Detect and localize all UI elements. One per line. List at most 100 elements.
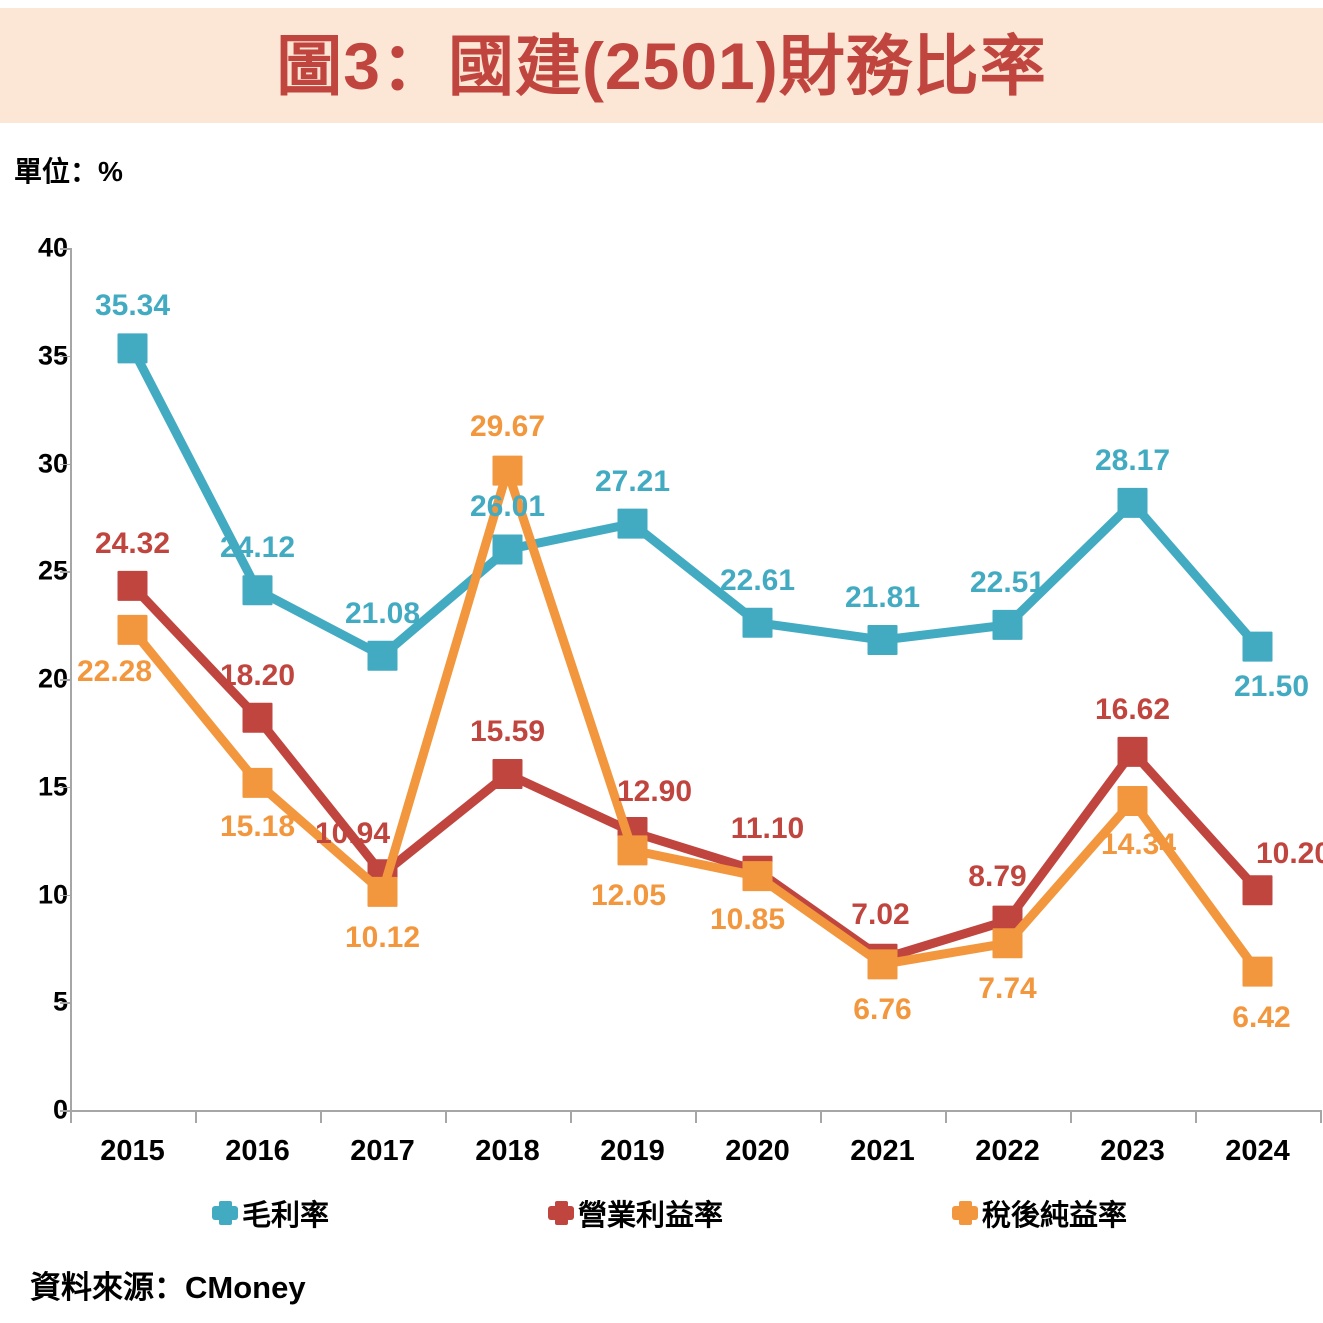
page-title: 圖3：國建(2501)財務比率 <box>276 28 1047 103</box>
y-tick-label: 30 <box>37 448 68 478</box>
y-tick-label: 20 <box>37 663 68 694</box>
data-point-label: 12.90 <box>616 775 693 808</box>
data-point-label: 6.42 <box>1232 1000 1291 1034</box>
data-point-label: 6.76 <box>853 993 912 1027</box>
data-point-marker[interactable] <box>617 508 648 539</box>
y-tick-mark <box>60 786 70 789</box>
data-point-label: 12.05 <box>590 879 667 913</box>
title-banner: 圖3：國建(2501)財務比率 <box>0 8 1323 123</box>
y-tick-mark <box>60 571 70 573</box>
y-tick-mark <box>60 463 70 465</box>
y-tick-mark <box>60 248 70 250</box>
data-point-label: 24.12 <box>219 531 296 565</box>
legend-item-1[interactable]: 毛利率 <box>212 1192 329 1234</box>
x-axis-tick-label: 2021 <box>850 1135 915 1167</box>
x-tick-mark <box>695 1110 697 1123</box>
legend-label: 稅後純益率 <box>982 1200 1128 1232</box>
data-point-marker[interactable] <box>242 575 273 606</box>
legend-marker-icon <box>548 1201 574 1225</box>
data-point-marker[interactable] <box>617 835 648 866</box>
y-tick-mark <box>60 894 70 896</box>
x-tick-mark <box>445 1110 447 1123</box>
data-point-label: 10.94 <box>314 817 391 851</box>
data-point-marker[interactable] <box>742 607 773 638</box>
data-point-marker[interactable] <box>492 534 523 565</box>
data-point-marker[interactable] <box>742 861 773 892</box>
data-point-marker[interactable] <box>1117 487 1148 518</box>
data-point-marker[interactable] <box>992 928 1023 959</box>
data-point-marker[interactable] <box>492 759 523 790</box>
data-point-marker[interactable] <box>367 876 398 907</box>
legend-label: 毛利率 <box>242 1200 330 1232</box>
y-tick-label: 0 <box>8 1095 68 1126</box>
legend-item-2[interactable]: 營業利益率 <box>548 1192 723 1234</box>
legend-marker-icon <box>952 1201 978 1225</box>
data-point-label: 11.10 <box>730 811 805 845</box>
y-tick-mark <box>60 355 70 358</box>
data-point-marker[interactable] <box>1242 875 1273 906</box>
x-axis-tick-label: 2017 <box>350 1135 415 1167</box>
series-line <box>128 581 1262 964</box>
data-point-label: 35.34 <box>94 289 171 323</box>
x-axis-tick-label: 2024 <box>1225 1135 1290 1167</box>
data-point-marker[interactable] <box>1117 785 1148 816</box>
x-tick-mark <box>1195 1110 1197 1123</box>
y-tick-label: 5 <box>8 987 68 1018</box>
y-tick-label: 15 <box>37 771 68 802</box>
data-point-label: 28.17 <box>1094 443 1171 477</box>
series-2 <box>117 570 1273 974</box>
x-axis-tick-label: 2018 <box>475 1135 540 1167</box>
data-point-marker[interactable] <box>1117 736 1148 767</box>
x-axis-tick-label: 2020 <box>725 1135 790 1167</box>
series-3 <box>117 455 1273 987</box>
data-point-marker[interactable] <box>117 333 148 364</box>
x-axis-tick-label: 2015 <box>100 1135 165 1167</box>
data-point-label: 22.28 <box>76 654 153 688</box>
y-tick-label: 10 <box>37 879 68 909</box>
data-point-label: 15.18 <box>219 809 296 843</box>
data-point-label: 21.08 <box>344 596 421 630</box>
data-point-label: 10.12 <box>344 920 421 954</box>
data-point-label: 8.79 <box>968 859 1027 893</box>
data-point-marker[interactable] <box>867 949 898 980</box>
data-point-label: 22.61 <box>719 563 796 597</box>
series-layer <box>117 333 1273 987</box>
x-tick-mark <box>70 1110 72 1123</box>
x-axis-tick-label: 2022 <box>975 1135 1040 1167</box>
data-point-label: 27.21 <box>594 464 671 498</box>
plot-area: 40 35 30 25 20 15 10 5 0 35.34 24.12 21.08 26.01 27.… <box>0 230 1323 1130</box>
data-point-label: 22.51 <box>969 565 1046 599</box>
data-point-marker[interactable] <box>242 767 273 798</box>
data-point-label: 29.67 <box>469 409 546 443</box>
data-point-marker[interactable] <box>242 702 273 733</box>
legend-item-3[interactable]: 稅後純益率 <box>952 1192 1127 1234</box>
data-point-label: 10.85 <box>709 903 786 937</box>
series-1 <box>117 333 1273 671</box>
data-point-marker[interactable] <box>992 609 1023 640</box>
x-axis-tick-label: 2019 <box>600 1135 665 1167</box>
data-point-marker[interactable] <box>367 640 398 671</box>
y-tick-label: 40 <box>37 232 68 263</box>
data-point-marker[interactable] <box>492 455 523 486</box>
data-point-label: 10.20 <box>1255 837 1323 871</box>
x-tick-mark <box>1320 1110 1322 1123</box>
data-point-label: 14.34 <box>1100 827 1177 861</box>
y-tick-mark <box>60 1110 70 1112</box>
data-point-label: 16.62 <box>1094 692 1171 726</box>
data-point-marker[interactable] <box>1242 956 1273 987</box>
series-line <box>128 466 1262 977</box>
data-point-label: 15.59 <box>469 715 546 749</box>
legend-label: 營業利益率 <box>578 1200 724 1232</box>
unit-label: 單位：% <box>14 156 123 187</box>
source-note: 資料來源：CMoney <box>30 1270 306 1305</box>
legend-marker-icon <box>212 1201 238 1225</box>
data-point-marker[interactable] <box>117 614 148 645</box>
data-point-marker[interactable] <box>1242 631 1273 662</box>
series-line <box>128 343 1262 661</box>
data-point-label: 26.01 <box>469 490 546 524</box>
y-tick-mark <box>60 679 70 681</box>
data-point-marker[interactable] <box>117 570 148 601</box>
data-point-marker[interactable] <box>867 624 898 655</box>
x-tick-mark <box>570 1110 572 1123</box>
data-point-label: 21.81 <box>844 580 921 614</box>
